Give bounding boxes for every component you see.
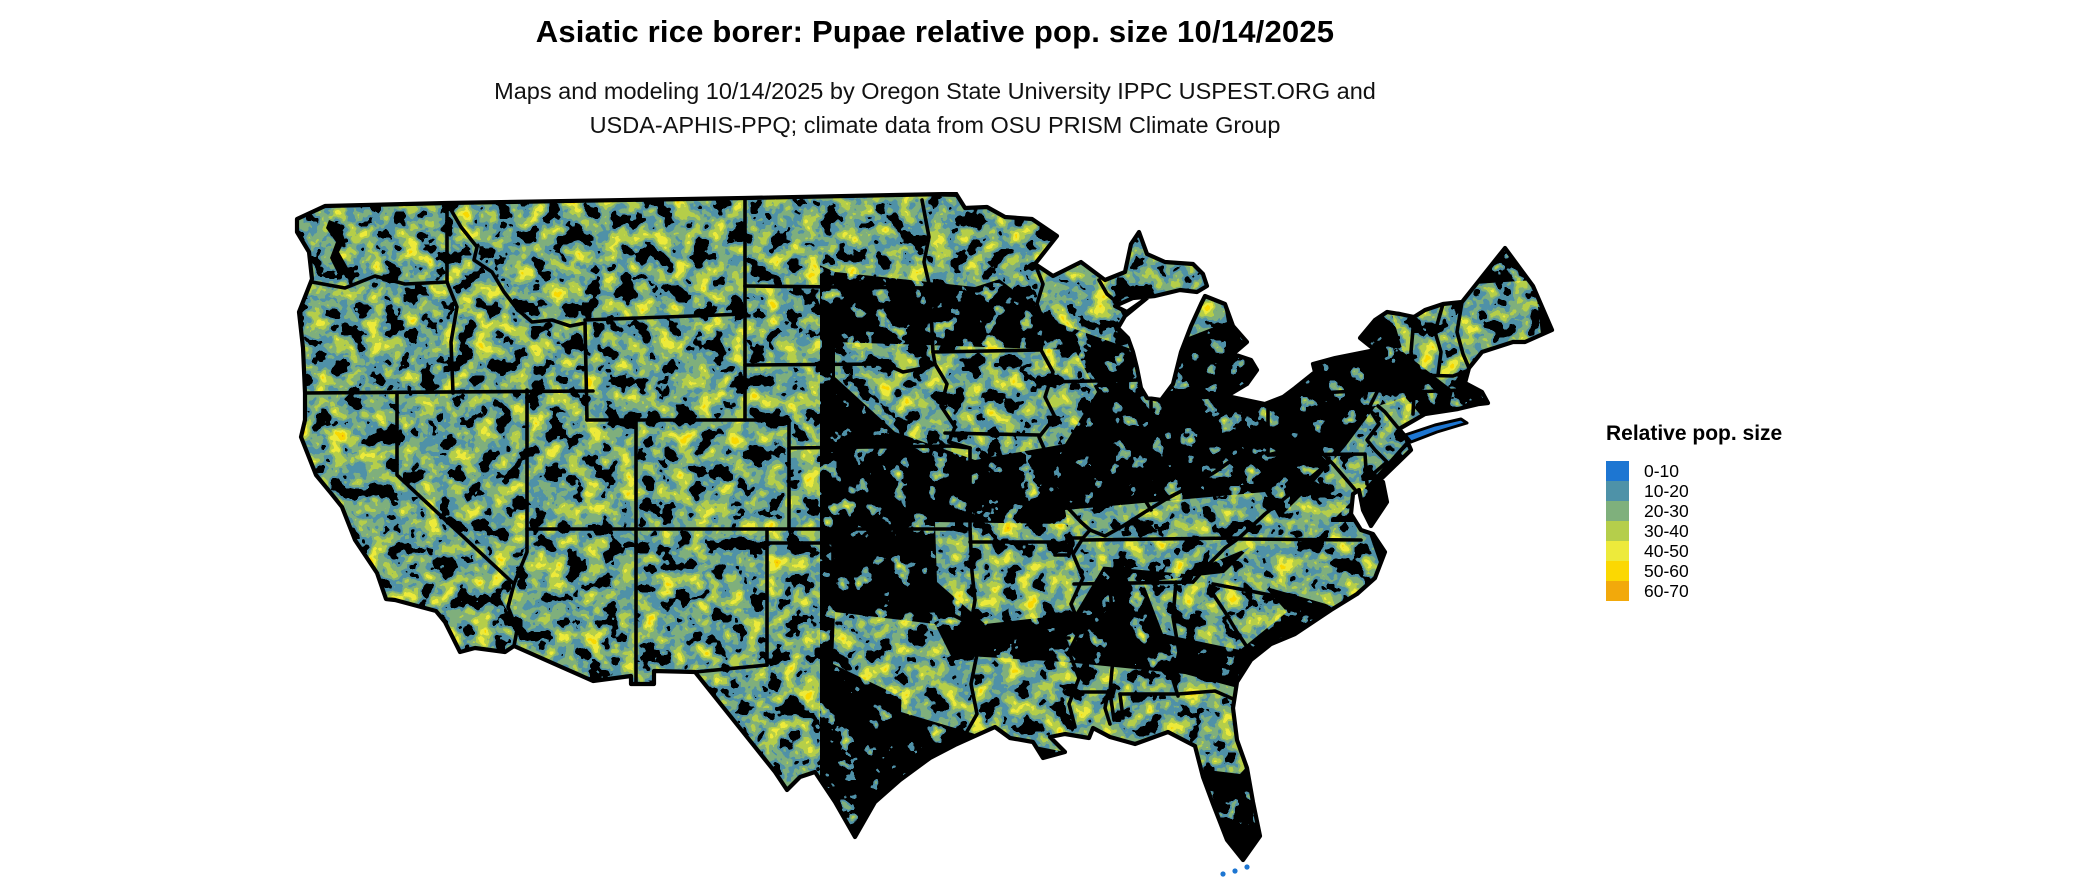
legend-item: 50-60 — [1606, 561, 1782, 581]
legend-item: 10-20 — [1606, 481, 1782, 501]
legend-title: Relative pop. size — [1606, 422, 1783, 445]
legend: Relative pop. size 0-10 10-20 20-30 30-40 40… — [1606, 422, 1782, 601]
puget-sound — [326, 220, 348, 276]
legend-item-label: 20-30 — [1644, 500, 1689, 521]
florida-keys — [1220, 864, 1250, 877]
map-raster — [297, 192, 1552, 860]
legend-swatch — [1606, 561, 1629, 581]
us-choropleth-map — [294, 192, 1555, 877]
legend-item-label: 50-60 — [1644, 560, 1689, 581]
legend-items: 0-10 10-20 20-30 30-40 40-50 50-60 60-70 — [1606, 461, 1782, 601]
map-subtitle: Maps and modeling 10/14/2025 by Oregon S… — [0, 74, 1870, 142]
legend-swatch — [1606, 501, 1629, 521]
state-borders — [303, 196, 1471, 744]
long-island — [1403, 417, 1469, 444]
map-subtitle-line1: Maps and modeling 10/14/2025 by Oregon S… — [494, 78, 1376, 104]
legend-item: 40-50 — [1606, 541, 1782, 561]
legend-item-label: 60-70 — [1644, 580, 1689, 601]
legend-item: 0-10 — [1606, 461, 1782, 481]
legend-swatch — [1606, 541, 1629, 561]
legend-item: 30-40 — [1606, 521, 1782, 541]
legend-item-label: 0-10 — [1644, 460, 1680, 481]
map-title: Asiatic rice borer: Pupae relative pop. … — [535, 14, 1335, 49]
legend-item: 20-30 — [1606, 501, 1782, 521]
map-subtitle-line2: USDA-APHIS-PPQ; climate data from OSU PR… — [589, 112, 1281, 138]
legend-item-label: 10-20 — [1644, 480, 1689, 501]
legend-swatch — [1606, 521, 1629, 541]
legend-item: 60-70 — [1606, 581, 1782, 601]
legend-swatch — [1606, 481, 1629, 501]
legend-item-label: 30-40 — [1644, 520, 1689, 541]
legend-item-label: 40-50 — [1644, 540, 1689, 561]
legend-swatch — [1606, 461, 1629, 481]
legend-swatch — [1606, 581, 1629, 601]
